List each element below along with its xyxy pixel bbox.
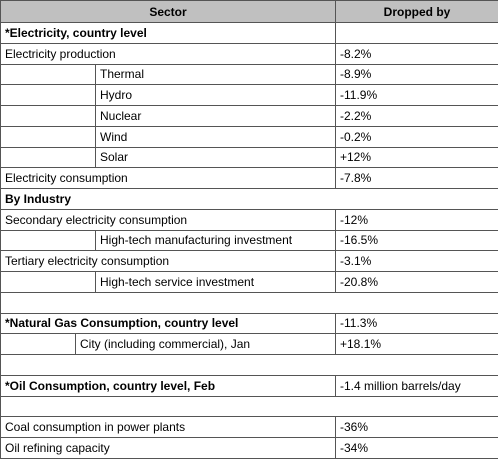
indent-cell (1, 85, 96, 106)
cell: -2.2% (336, 106, 498, 127)
cell: -36% (336, 417, 498, 438)
cell: -8.9% (336, 64, 498, 85)
cell (336, 23, 498, 44)
spacer-cell (1, 396, 498, 417)
cell: Hydro (96, 85, 336, 106)
cell: -12% (336, 209, 498, 230)
indent-cell (1, 64, 96, 85)
cell: -16.5% (336, 230, 498, 251)
cell: Wind (96, 126, 336, 147)
cell: -7.8% (336, 168, 498, 189)
indent-cell (1, 147, 96, 168)
indent-cell (1, 272, 96, 293)
spacer-cell (1, 292, 498, 313)
cell: Secondary electricity consumption (1, 209, 336, 230)
cell: By Industry (1, 189, 498, 210)
cell: Solar (96, 147, 336, 168)
indent-cell (1, 106, 96, 127)
row: High-tech manufacturing investment-16.5% (1, 230, 498, 251)
row: Nuclear-2.2% (1, 106, 498, 127)
cell: *Natural Gas Consumption, country level (1, 313, 336, 334)
cell: Coal consumption in power plants (1, 417, 336, 438)
cell: -11.3% (336, 313, 498, 334)
row: Wind-0.2% (1, 126, 498, 147)
cell: -8.2% (336, 43, 498, 64)
cell: Thermal (96, 64, 336, 85)
cell: Nuclear (96, 106, 336, 127)
row: *Electricity, country level (1, 23, 498, 44)
cell: -11.9% (336, 85, 498, 106)
header-cell: Dropped by (336, 1, 498, 23)
row: Thermal-8.9% (1, 64, 498, 85)
cell: High-tech manufacturing investment (96, 230, 336, 251)
cell: *Electricity, country level (1, 23, 336, 44)
cell: -20.8% (336, 272, 498, 293)
spacer-row (1, 355, 498, 376)
row: Solar+12% (1, 147, 498, 168)
header-cell: Sector (1, 1, 336, 23)
spacer-cell (1, 355, 498, 376)
cell: Electricity consumption (1, 168, 336, 189)
indent-cell (1, 230, 96, 251)
row: Secondary electricity consumption-12% (1, 209, 498, 230)
cell: -0.2% (336, 126, 498, 147)
cell: Electricity production (1, 43, 336, 64)
cell: Oil refining capacity (1, 438, 336, 459)
row: Coal consumption in power plants-36% (1, 417, 498, 438)
row: City (including commercial), Jan+18.1% (1, 334, 498, 355)
spacer-row (1, 396, 498, 417)
cell: +18.1% (336, 334, 498, 355)
row: Electricity production-8.2% (1, 43, 498, 64)
indent-cell (1, 126, 96, 147)
row: *Natural Gas Consumption, country level-… (1, 313, 498, 334)
row: High-tech service investment-20.8% (1, 272, 498, 293)
row: Oil refining capacity-34% (1, 438, 498, 459)
cell: *Oil Consumption, country level, Feb (1, 375, 336, 396)
row: By Industry (1, 189, 498, 210)
row: *Oil Consumption, country level, Feb-1.4… (1, 375, 498, 396)
cell: -34% (336, 438, 498, 459)
cell: -1.4 million barrels/day (336, 375, 498, 396)
cell: +12% (336, 147, 498, 168)
cell: High-tech service investment (96, 272, 336, 293)
row: Tertiary electricity consumption-3.1% (1, 251, 498, 272)
row: Electricity consumption-7.8% (1, 168, 498, 189)
spacer-row (1, 292, 498, 313)
cell: -3.1% (336, 251, 498, 272)
indent-cell (1, 334, 76, 355)
row: Hydro-11.9% (1, 85, 498, 106)
cell: City (including commercial), Jan (76, 334, 336, 355)
cell: Tertiary electricity consumption (1, 251, 336, 272)
